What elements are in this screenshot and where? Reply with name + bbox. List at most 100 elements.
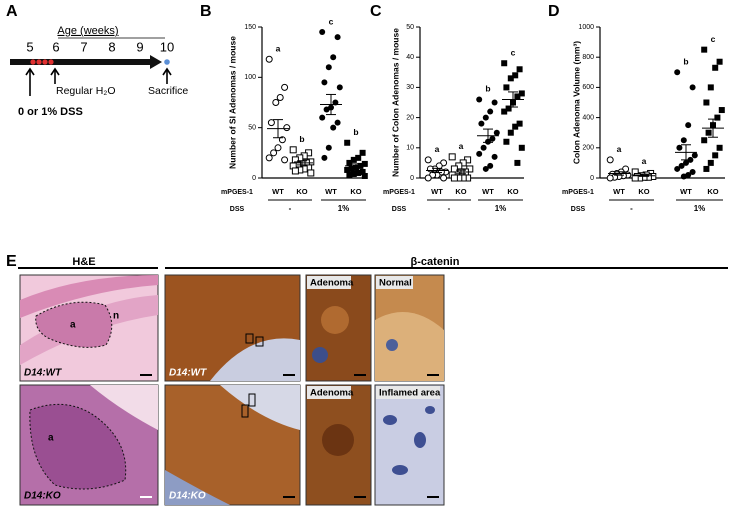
data-point — [689, 84, 696, 91]
data-point — [307, 169, 315, 177]
x-tick-label: WT — [325, 187, 337, 196]
x-tick-label: KO — [507, 187, 518, 196]
data-point — [707, 159, 714, 166]
timeline-bar — [10, 59, 150, 65]
week-label: 9 — [136, 39, 143, 54]
x-tick-label: WT — [613, 187, 625, 196]
adenoma-outline — [35, 301, 113, 348]
significance-letter: a — [642, 156, 647, 166]
significance-letter: b — [299, 134, 304, 144]
y-tick-label: 10 — [406, 145, 414, 152]
inset-label: Adenoma — [310, 278, 354, 289]
significance-letter: b — [353, 127, 358, 137]
x-tick-label: WT — [272, 187, 284, 196]
stroma — [165, 470, 230, 505]
data-point — [689, 168, 696, 175]
data-point — [489, 135, 496, 142]
nucleus — [312, 347, 328, 363]
data-point — [361, 160, 368, 167]
data-point — [330, 54, 337, 61]
tissue — [90, 385, 158, 430]
week-label: 6 — [52, 39, 59, 54]
inset-box — [255, 336, 264, 347]
data-point — [714, 114, 721, 121]
sample-label: D14:WT — [24, 368, 62, 379]
y-tick-label: 20 — [406, 114, 414, 121]
row-label: mPGES-1 — [562, 189, 594, 196]
data-point — [450, 174, 458, 182]
region-label: a — [70, 320, 76, 331]
data-point — [482, 114, 489, 121]
data-point — [606, 156, 614, 164]
data-point — [321, 79, 328, 86]
data-point — [476, 150, 483, 157]
sample-label: D14:WT — [169, 368, 207, 379]
data-point — [516, 66, 523, 73]
data-point — [482, 165, 489, 172]
row-label: mPGES-1 — [383, 189, 415, 196]
data-point — [507, 129, 514, 136]
data-point — [265, 154, 273, 162]
data-point — [716, 144, 723, 151]
data-point — [332, 99, 339, 106]
histology: H&E β-catenin a n D14:WT a D14:KO D14:WT — [18, 256, 728, 506]
data-point — [503, 84, 510, 91]
x-tick-label: WT — [482, 187, 494, 196]
data-point — [487, 108, 494, 115]
data-point — [319, 114, 326, 121]
y-axis-label: Number of Colon Adenomas / mouse — [390, 28, 400, 177]
x-tick-label: WT — [680, 187, 692, 196]
x-tick-label: KO — [296, 187, 307, 196]
data-point — [501, 108, 508, 115]
cell — [321, 306, 349, 334]
data-point — [424, 156, 432, 164]
significance-letter: a — [459, 141, 464, 151]
data-point — [685, 122, 692, 129]
y-tick-label: 400 — [582, 114, 594, 121]
y-tick-label: 100 — [244, 74, 256, 81]
data-point — [505, 105, 512, 112]
sample-label: D14:KO — [169, 491, 206, 502]
data-point — [291, 167, 299, 175]
row-label: DSS — [230, 206, 245, 213]
data-point — [478, 120, 485, 127]
nuclei — [383, 406, 435, 475]
data-point — [359, 168, 366, 175]
inset-label-bg — [307, 386, 351, 399]
tissue — [20, 275, 158, 318]
data-point — [678, 162, 685, 169]
timeline-end: Sacrifice — [148, 85, 188, 97]
row-label: DSS — [571, 206, 586, 213]
significance-letter: a — [617, 144, 622, 154]
data-point — [325, 144, 332, 151]
data-point — [283, 124, 291, 132]
x-tick-label: KO — [350, 187, 361, 196]
region-label: n — [113, 311, 119, 322]
data-point — [718, 107, 725, 114]
data-point — [631, 174, 639, 182]
data-point — [448, 153, 456, 161]
data-point — [270, 149, 278, 157]
data-point — [703, 99, 710, 106]
data-point — [281, 156, 289, 164]
significance-letter: b — [485, 84, 490, 94]
y-tick-label: 30 — [406, 84, 414, 91]
data-point — [289, 146, 297, 154]
inset-image — [374, 384, 445, 506]
x-tick-label: WT — [431, 187, 443, 196]
data-point — [518, 144, 525, 151]
dss-dots — [30, 59, 54, 65]
data-point — [683, 159, 689, 166]
data-point — [350, 170, 357, 177]
data-point — [705, 129, 712, 136]
y-tick-label: 50 — [248, 125, 256, 132]
data-point — [336, 84, 343, 91]
timeline-arrowhead — [150, 55, 162, 69]
data-point — [680, 173, 687, 180]
inset-box — [248, 393, 256, 407]
data-point — [267, 119, 275, 127]
y-tick-label: 150 — [244, 24, 256, 31]
data-point — [676, 144, 683, 151]
data-point — [493, 129, 500, 136]
data-point — [346, 159, 353, 166]
